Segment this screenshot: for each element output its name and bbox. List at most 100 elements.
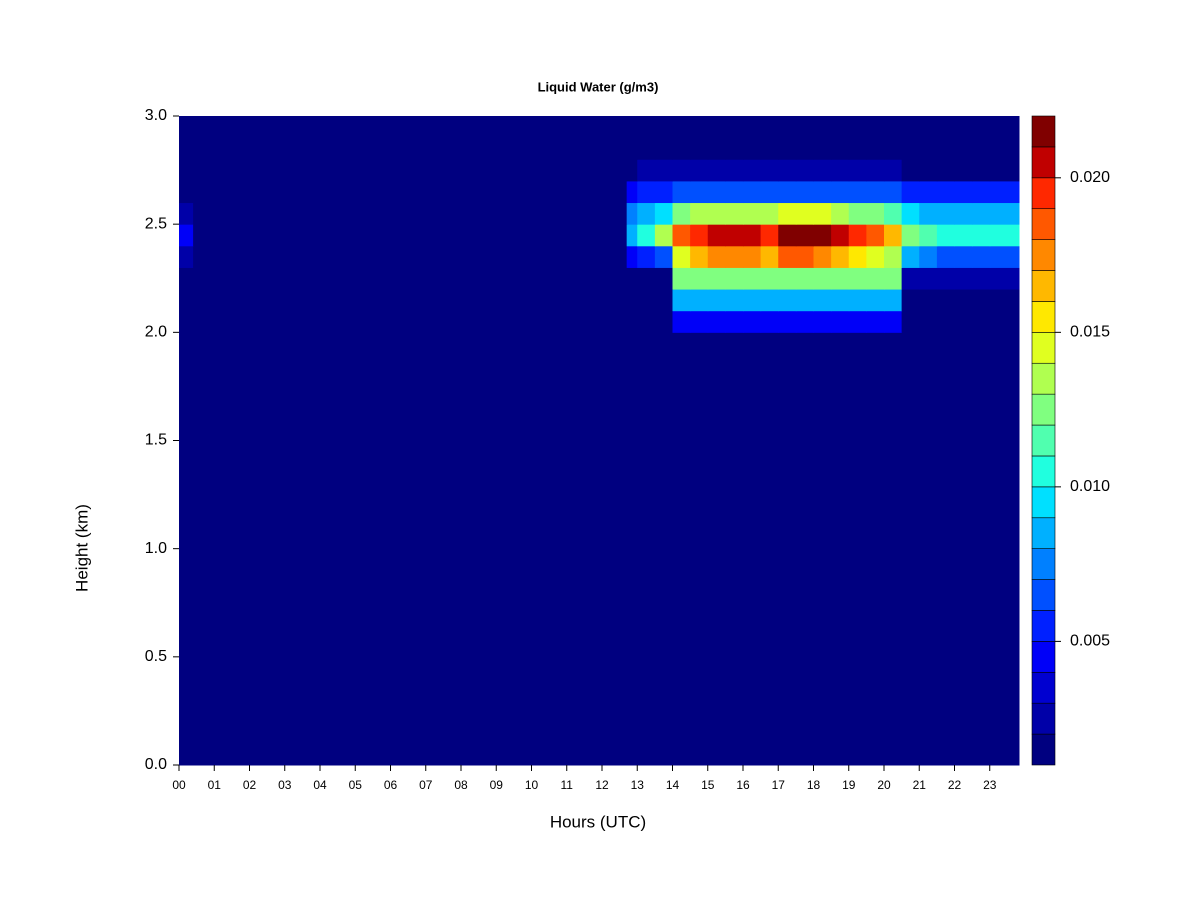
heatmap-cell (831, 116, 850, 160)
heatmap-cell (813, 310, 832, 333)
heatmap-cell (989, 245, 1020, 268)
heatmap-cell (901, 180, 920, 204)
x-tick-label: 05 (349, 778, 363, 792)
colorbar-bin (1031, 239, 1056, 271)
heatmap-cell (626, 289, 638, 312)
heatmap-cell (795, 202, 814, 225)
heatmap-cell (795, 332, 814, 766)
heatmap-cell (672, 116, 691, 160)
heatmap-cell (179, 245, 194, 268)
y-tick-label: 1.5 (145, 432, 167, 449)
y-tick-label: 0.5 (145, 648, 167, 665)
heatmap-cell (972, 267, 991, 290)
heatmap-cell (936, 159, 955, 182)
heatmap-cell (725, 332, 744, 766)
colorbar-bin (1031, 208, 1056, 240)
heatmap-cell (883, 159, 903, 182)
x-tick-label: 11 (561, 778, 574, 792)
heatmap-cell (972, 245, 991, 268)
heatmap-cell (637, 159, 656, 182)
heatmap-cell (637, 224, 656, 247)
heatmap-cell (707, 202, 726, 225)
x-axis-label: Hours (UTC) (550, 812, 646, 831)
heatmap-cell (954, 245, 973, 268)
y-tick-label: 2.5 (145, 215, 167, 232)
heatmap-cell (901, 159, 920, 182)
heatmap-cell (848, 159, 867, 182)
colorbar-bin (1031, 671, 1056, 704)
heatmap-cell (778, 267, 797, 290)
heatmap-cell (690, 116, 709, 160)
heatmap-cell (901, 332, 920, 766)
heatmap-cell (919, 289, 938, 312)
heatmap-cell (672, 245, 691, 268)
colorbar-tick-label: 0.005 (1070, 633, 1110, 650)
heatmap-cell (972, 224, 991, 247)
heatmap-cell (707, 310, 726, 333)
heatmap-cell (193, 224, 628, 247)
colorbar-bin (1031, 301, 1056, 333)
heatmap-cell (626, 180, 638, 204)
heatmap-cell (626, 224, 638, 247)
heatmap-cell (936, 332, 955, 766)
heatmap-cell (760, 289, 779, 312)
heatmap-cell (866, 267, 885, 290)
heatmap-cell (637, 310, 656, 333)
heatmap-cell (725, 180, 744, 204)
heatmap-cell (725, 245, 744, 268)
x-tick-label: 04 (313, 778, 327, 792)
heatmap-cell (672, 332, 691, 766)
x-tick-label: 20 (877, 778, 891, 792)
heatmap-cell (778, 332, 797, 766)
heatmap-cell (813, 116, 832, 160)
x-tick-label: 23 (983, 778, 997, 792)
heatmap-cell (179, 332, 194, 766)
heatmap-cell (742, 332, 762, 766)
heatmap-cell (936, 224, 955, 247)
heatmap-cell (179, 310, 194, 333)
heatmap-cell (848, 224, 867, 247)
x-tick-label: 17 (772, 778, 786, 792)
heatmap-cell (866, 224, 885, 247)
heatmap-cell (883, 332, 903, 766)
heatmap-cell (954, 180, 973, 204)
y-tick-label: 3.0 (145, 107, 167, 124)
heatmap-cell (725, 116, 744, 160)
heatmap-cell (972, 310, 991, 333)
heatmap-cell (672, 180, 691, 204)
heatmap-cell (637, 289, 656, 312)
colorbar-bin (1031, 393, 1056, 426)
heatmap-cell (866, 245, 885, 268)
heatmap-cell (637, 332, 656, 766)
colorbar-bin (1031, 702, 1056, 735)
heatmap-cell (690, 245, 709, 268)
heatmap-cell (972, 202, 991, 225)
heatmap-cell (831, 224, 850, 247)
heatmap-cell (725, 224, 744, 247)
heatmap-cell (936, 180, 955, 204)
heatmap-cell (883, 245, 903, 268)
heatmap-cell (989, 332, 1020, 766)
heatmap-cell (919, 310, 938, 333)
heatmap-cell (795, 224, 814, 247)
heatmap-cell (901, 289, 920, 312)
heatmap-cell (866, 116, 885, 160)
heatmap-cell (883, 267, 903, 290)
heatmap-cell (778, 289, 797, 312)
heatmap-cell (936, 245, 955, 268)
colorbar-bin (1031, 486, 1056, 519)
heatmap-cell (989, 224, 1020, 247)
heatmap-cell (919, 202, 938, 225)
x-tick-label: 16 (736, 778, 750, 792)
heatmap-cell (179, 289, 194, 312)
heatmap-cell (919, 116, 938, 160)
heatmap-cell (193, 332, 628, 766)
heatmap-cell (954, 332, 973, 766)
heatmap-cell (778, 224, 797, 247)
heatmap-cell (742, 310, 762, 333)
heatmap-cell (626, 332, 638, 766)
x-tick-label: 07 (419, 778, 433, 792)
heatmap-cell (919, 159, 938, 182)
heatmap-cell (626, 310, 638, 333)
colorbar-bin (1031, 146, 1056, 179)
